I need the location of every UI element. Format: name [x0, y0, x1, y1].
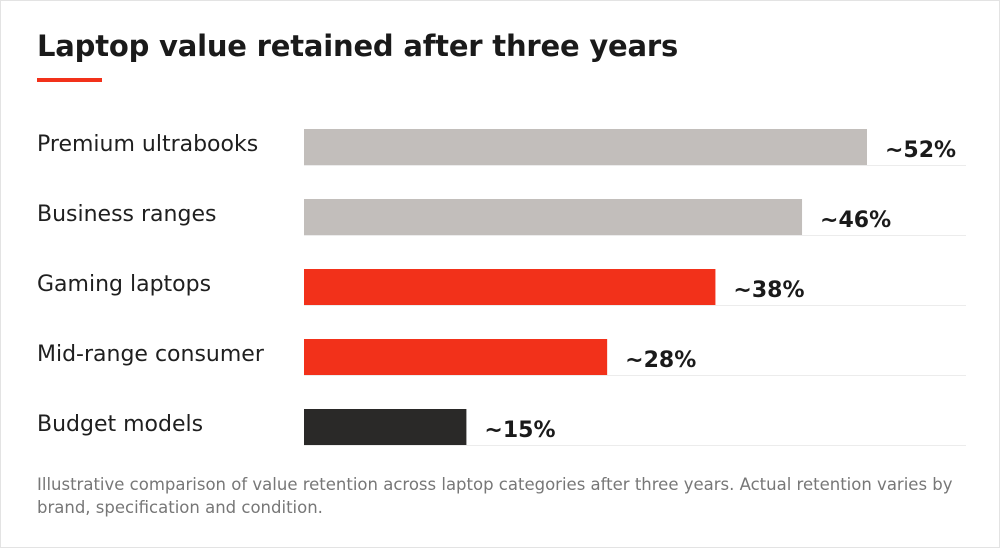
- title-accent-rule: [37, 78, 102, 82]
- bar-chart: Premium ultrabooks ~52% Business ranges ~46…: [37, 129, 966, 446]
- category-label: Mid-range consumer: [37, 342, 265, 367]
- chart-title: Laptop value retained after three years: [37, 29, 679, 63]
- value-label: ~46%: [820, 208, 891, 233]
- bar: [304, 269, 716, 305]
- category-label: Business ranges: [37, 202, 216, 227]
- category-label: Budget models: [37, 412, 203, 437]
- value-label: ~38%: [733, 278, 804, 303]
- value-label: ~52%: [885, 138, 956, 163]
- category-label: Gaming laptops: [37, 272, 211, 297]
- category-label: Premium ultrabooks: [37, 132, 258, 157]
- chart-footnote: Illustrative comparison of value retenti…: [37, 475, 953, 517]
- bar: [304, 199, 803, 235]
- value-label: ~15%: [484, 418, 555, 443]
- bar: [304, 409, 467, 445]
- bar: [304, 339, 608, 375]
- bar: [304, 129, 867, 165]
- value-label: ~28%: [625, 348, 696, 373]
